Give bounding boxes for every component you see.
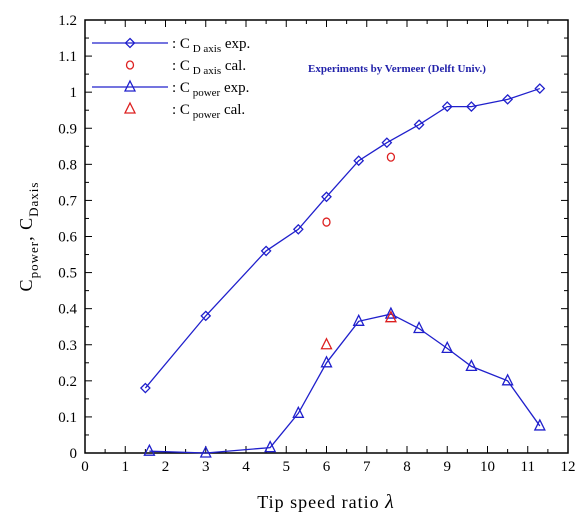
- legend: : C D axis exp. : C D axis cal. : C power …: [92, 36, 250, 121]
- data-point: [465, 358, 478, 372]
- x-tick-label: 10: [480, 459, 495, 475]
- y-tick-label: 0.6: [58, 230, 77, 246]
- x-tick-label: 12: [561, 459, 576, 475]
- data-point: [322, 217, 331, 227]
- annotation-text: Experiments by Vermeer (Delft Univ.): [308, 63, 486, 75]
- legend-label: : C power exp.: [172, 80, 249, 99]
- data-point: [264, 440, 277, 453]
- y-tick-label: 0.9: [58, 121, 77, 137]
- x-tick-label: 11: [521, 459, 535, 475]
- legend-marker: [124, 37, 136, 49]
- data-point: [533, 418, 546, 431]
- data-point: [441, 340, 454, 354]
- x-tick-label: 7: [363, 459, 371, 475]
- x-tick-label: 8: [403, 459, 411, 475]
- y-tick-label: 0.1: [58, 410, 77, 426]
- x-tick-label: 4: [242, 459, 250, 475]
- data-point: [260, 245, 272, 257]
- legend-entry: : C D axis cal.: [125, 58, 246, 77]
- x-tick-label: 0: [81, 459, 89, 475]
- legend-marker: [123, 101, 137, 114]
- data-point: [413, 119, 425, 131]
- y-tick-label: 0.2: [58, 374, 77, 390]
- legend-label: : C D axis exp.: [172, 36, 250, 55]
- series-0: [139, 83, 546, 394]
- legend-entry: : C power cal.: [123, 101, 245, 121]
- data-point: [353, 155, 365, 167]
- x-tick-label: 2: [162, 459, 170, 475]
- data-point: [199, 445, 212, 458]
- y-tick-label: 0.8: [58, 157, 77, 173]
- legend-marker: [123, 79, 137, 92]
- legend-label: : C power cal.: [172, 102, 245, 121]
- data-point: [143, 443, 156, 456]
- legend-label: : C D axis cal.: [172, 58, 246, 77]
- y-axis-title: Cpower, CDaxis: [16, 182, 41, 292]
- data-point: [352, 313, 365, 326]
- data-point: [384, 306, 397, 319]
- data-point: [501, 373, 514, 386]
- y-tick-label: 1.2: [58, 13, 77, 29]
- data-point: [292, 223, 304, 235]
- x-axis-title: Tip speed ratio λ: [257, 491, 395, 513]
- y-tick-label: 1: [70, 85, 78, 101]
- y-tick-label: 0.3: [58, 338, 77, 354]
- series-2: [143, 306, 546, 458]
- data-point: [320, 355, 333, 368]
- series-1: [322, 152, 396, 227]
- data-point: [292, 405, 305, 418]
- x-tick-label: 3: [202, 459, 210, 475]
- data-point: [320, 337, 333, 350]
- data-point: [381, 137, 393, 149]
- y-tick-label: 0: [70, 446, 78, 462]
- data-point: [413, 321, 426, 334]
- legend-marker: [125, 60, 135, 70]
- data-point: [200, 310, 212, 322]
- y-tick-label: 0.7: [58, 193, 77, 209]
- data-point: [441, 101, 453, 113]
- series-line: [149, 313, 541, 454]
- legend-entry: : C power exp.: [92, 79, 249, 99]
- data-point: [139, 382, 151, 394]
- axis-ticks: 0 1 2 3 4 5 6 7 8 9 10 11 1200.10.20.30.40.50.60.70.…: [58, 13, 575, 475]
- axis-labels: Experiments by Vermeer (Delft Univ.) Tip …: [16, 63, 486, 513]
- data-point: [384, 310, 397, 323]
- legend-entry: : C D axis exp.: [92, 36, 250, 55]
- series-line: [144, 87, 541, 389]
- y-tick-label: 1.1: [58, 49, 77, 65]
- x-tick-label: 6: [323, 459, 331, 475]
- plot-frame: [84, 19, 569, 454]
- data-series: [139, 83, 546, 458]
- x-tick-label: 1: [122, 459, 130, 475]
- data-point: [502, 93, 514, 105]
- series-3: [320, 310, 397, 350]
- data-point: [534, 83, 546, 94]
- plot-area: [84, 19, 569, 454]
- data-point: [465, 101, 477, 113]
- y-tick-label: 0.4: [58, 302, 77, 318]
- x-tick-label: 9: [444, 459, 452, 475]
- x-tick-label: 5: [283, 459, 291, 475]
- data-point: [386, 152, 396, 162]
- y-tick-label: 0.5: [58, 266, 77, 282]
- data-point: [321, 191, 332, 203]
